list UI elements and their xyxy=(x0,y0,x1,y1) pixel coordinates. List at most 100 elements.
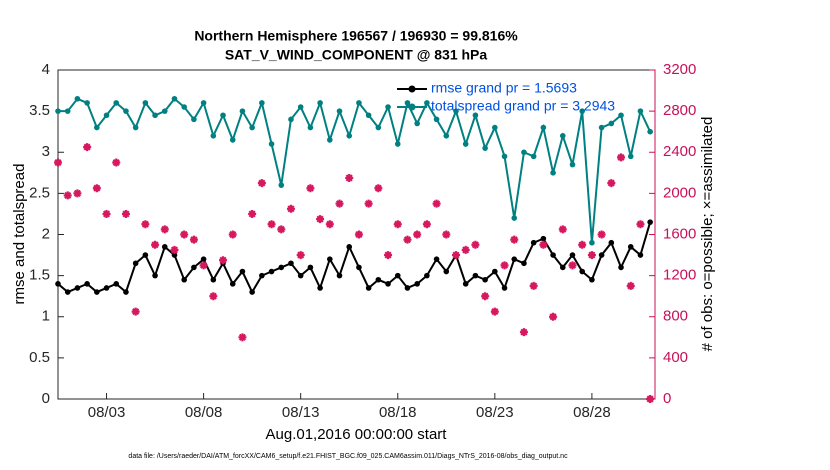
x-tick-label: 08/13 xyxy=(282,404,320,421)
series-marker xyxy=(327,137,333,143)
series-marker xyxy=(559,264,566,271)
y2-tick-label: 2800 xyxy=(663,102,696,119)
series-marker xyxy=(598,124,605,131)
obs-count-marker xyxy=(500,261,509,270)
series-marker xyxy=(637,252,644,258)
series-marker xyxy=(608,120,615,127)
series-marker xyxy=(618,264,624,271)
series-marker xyxy=(365,285,372,291)
series-marker xyxy=(589,276,595,283)
obs-count-marker xyxy=(510,235,519,244)
obs-count-marker xyxy=(529,281,538,290)
obs-count-marker xyxy=(219,256,228,265)
y2-tick-label: 3200 xyxy=(663,61,696,78)
series-marker xyxy=(317,285,323,291)
y2-tick-label: 1200 xyxy=(663,267,696,284)
obs-count-marker xyxy=(374,184,383,193)
series-marker xyxy=(268,141,275,147)
series-marker xyxy=(64,108,71,114)
series-marker xyxy=(297,104,304,110)
obs-count-marker xyxy=(452,251,460,260)
series-marker xyxy=(627,153,634,160)
obs-count-marker xyxy=(587,251,596,260)
y-tick-label: 1 xyxy=(42,308,50,325)
y-tick-label: 2 xyxy=(42,225,50,242)
series-marker xyxy=(74,285,81,291)
obs-count-marker xyxy=(384,251,393,260)
obs-count-marker xyxy=(238,333,247,342)
series-marker xyxy=(472,112,479,119)
series-marker xyxy=(424,272,430,279)
obs-count-marker xyxy=(519,328,528,337)
obs-count-marker xyxy=(228,230,237,239)
obs-count-marker xyxy=(180,230,189,239)
y-tick-label: 3.5 xyxy=(29,102,50,119)
series-marker xyxy=(511,256,518,262)
series-marker xyxy=(492,124,498,131)
series-marker xyxy=(307,124,314,131)
series-marker xyxy=(365,112,372,119)
chart-subtitle: SAT_V_WIND_COMPONENT @ 831 hPa xyxy=(225,47,488,63)
obs-count-marker xyxy=(102,209,111,218)
x-axis-label: Aug.01,2016 00:00:00 start xyxy=(266,426,448,443)
series-marker xyxy=(113,100,120,106)
series-marker xyxy=(443,133,450,139)
series-marker xyxy=(550,170,556,176)
legend-label: rmse grand pr = 1.5693 xyxy=(431,80,577,96)
y2-tick-label: 0 xyxy=(663,390,671,407)
obs-count-marker xyxy=(422,220,431,229)
series-marker xyxy=(443,268,450,275)
series-marker xyxy=(94,124,100,131)
series-marker xyxy=(191,116,197,123)
obs-count-marker xyxy=(364,199,373,208)
series-marker xyxy=(200,256,207,262)
obs-count-marker xyxy=(607,179,616,188)
series-marker xyxy=(171,252,178,258)
obs-count-marker xyxy=(83,143,92,152)
x-tick-label: 08/23 xyxy=(476,404,514,421)
obs-count-marker xyxy=(189,235,198,244)
series-marker xyxy=(297,272,304,279)
series-marker xyxy=(84,281,90,287)
obs-count-marker xyxy=(481,292,490,301)
obs-count-marker xyxy=(248,209,257,218)
series-marker xyxy=(647,128,653,135)
obs-count-marker xyxy=(636,220,645,229)
series-marker xyxy=(637,108,644,114)
obs-count-marker xyxy=(345,173,354,182)
obs-count-marker xyxy=(306,184,315,193)
obs-count-marker xyxy=(199,261,208,270)
obs-count-marker xyxy=(490,307,499,316)
series-marker xyxy=(249,124,255,131)
series-marker xyxy=(336,108,343,114)
obs-count-marker xyxy=(568,261,577,270)
series-marker xyxy=(181,104,187,110)
series-marker xyxy=(414,120,420,127)
series-marker xyxy=(569,161,576,168)
series-marker xyxy=(239,268,246,275)
series-marker xyxy=(618,112,624,119)
obs-count-marker xyxy=(471,240,480,249)
series-marker xyxy=(229,281,236,287)
series-marker xyxy=(404,285,411,291)
y-tick-label: 2.5 xyxy=(29,184,50,201)
series-marker xyxy=(647,219,653,225)
series-marker xyxy=(501,285,508,291)
footnote: data file: /Users/raeder/DAI/ATM_forcXX/… xyxy=(128,453,568,460)
series-line xyxy=(57,221,652,295)
series-marker xyxy=(123,289,129,295)
obs-count-marker xyxy=(267,220,276,229)
series-marker xyxy=(142,252,149,258)
y2-axis-label: # of obs: o=possible; ×=assimilated xyxy=(699,117,716,352)
series-marker xyxy=(385,281,391,287)
y2-tick-label: 2000 xyxy=(663,184,696,201)
series-marker xyxy=(288,116,294,123)
series-marker xyxy=(375,124,382,131)
series-marker xyxy=(511,215,518,221)
series-marker xyxy=(404,100,411,106)
series-marker xyxy=(550,252,556,258)
series-marker xyxy=(123,108,129,114)
series-marker xyxy=(433,256,440,262)
obs-count-marker xyxy=(316,215,325,224)
series-marker xyxy=(249,289,255,295)
